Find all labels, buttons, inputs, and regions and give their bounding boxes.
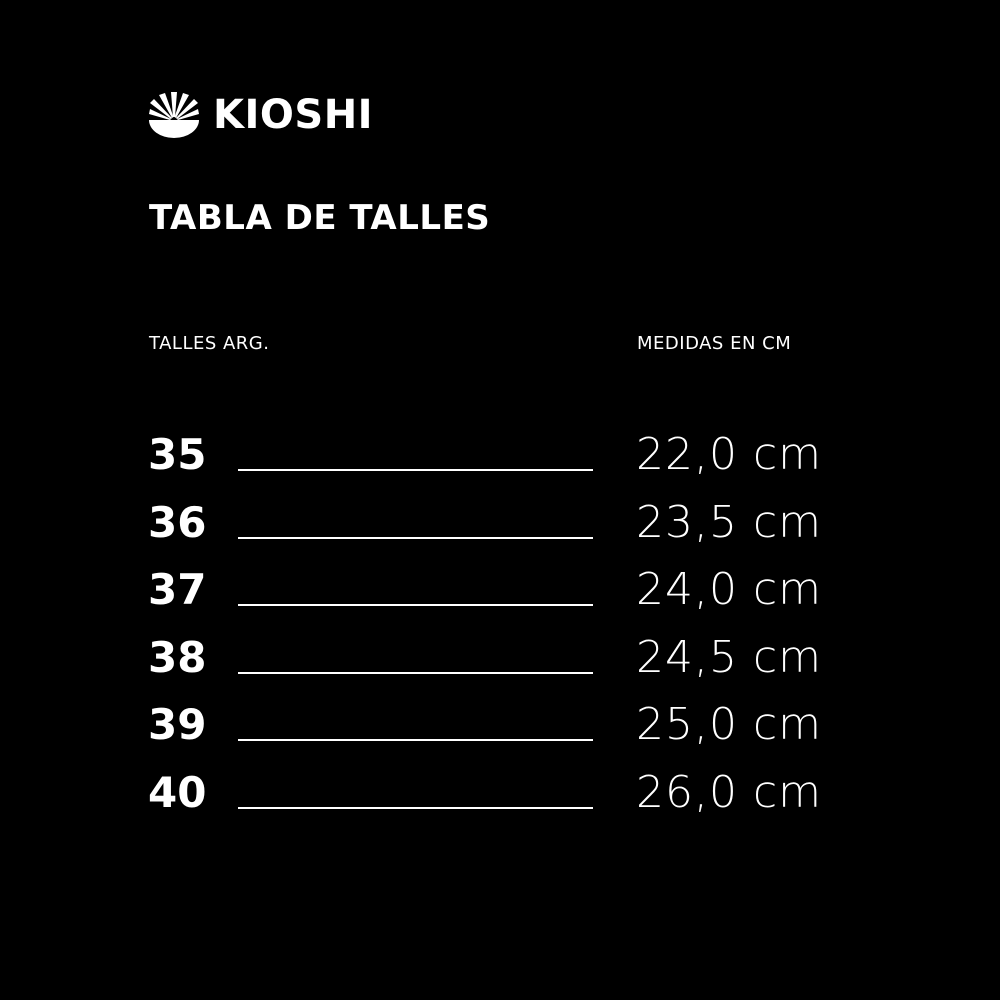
measure-value: 26,0 cm (636, 767, 823, 818)
row-divider-line (238, 739, 593, 742)
table-row: 35 22,0 cm (0, 425, 1000, 485)
brand-logo: KIOSHI (149, 92, 373, 138)
size-value: 35 (148, 430, 207, 479)
measure-value: 25,0 cm (636, 699, 823, 751)
row-divider-line (238, 807, 593, 809)
row-divider-line (238, 536, 593, 539)
row-divider-line (238, 671, 593, 674)
size-value: 37 (148, 565, 207, 615)
brand-name: KIOSHI (213, 92, 374, 138)
table-row: 39 25,0 cm (0, 695, 1000, 755)
table-row: 36 23,5 cm (0, 493, 1000, 553)
table-row: 37 24,0 cm (0, 560, 1000, 620)
page-title: TABLA DE TALLES (149, 198, 491, 238)
measure-value: 23,5 cm (636, 496, 823, 548)
row-divider-line (238, 469, 593, 471)
size-value: 40 (148, 768, 207, 817)
measure-value: 24,0 cm (636, 564, 823, 616)
measure-value: 22,0 cm (636, 429, 823, 480)
size-value: 39 (148, 700, 207, 750)
header-sizes: TALLES ARG. (149, 333, 270, 354)
measure-value: 24,5 cm (636, 631, 823, 683)
size-value: 36 (148, 497, 207, 547)
table-row: 40 26,0 cm (0, 763, 1000, 823)
size-value: 38 (148, 632, 207, 682)
lotus-bowl-icon (149, 92, 199, 138)
header-measures: MEDIDAS EN CM (637, 333, 792, 354)
table-row: 38 24,5 cm (0, 628, 1000, 688)
row-divider-line (238, 604, 593, 607)
